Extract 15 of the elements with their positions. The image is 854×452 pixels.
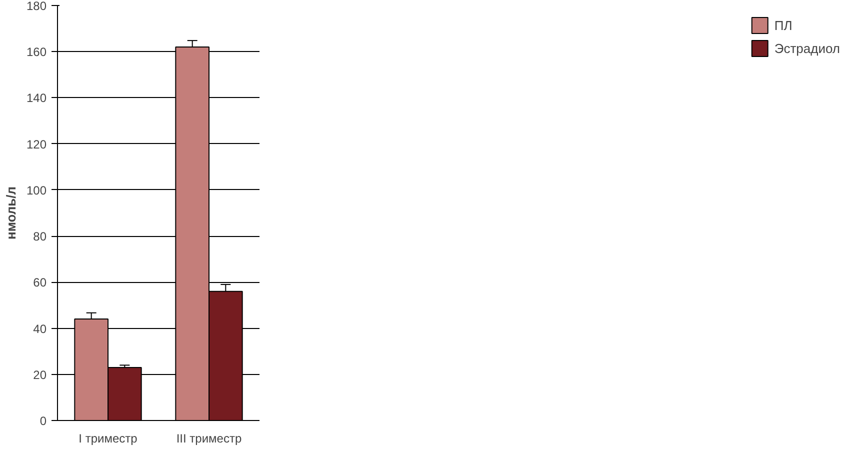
y-tick-label: 60 — [33, 276, 47, 290]
x-tick-label: III триместр — [176, 432, 242, 446]
x-tick-label: I триместр — [78, 432, 138, 446]
y-tick-label: 100 — [26, 183, 47, 198]
y-tick-label: 20 — [33, 368, 47, 382]
y-tick-label: 180 — [26, 0, 47, 13]
legend-label: ПЛ — [774, 18, 794, 32]
y-tick-label: 0 — [40, 414, 47, 428]
y-tick-label: 140 — [26, 91, 47, 106]
y-tick-label: 40 — [33, 322, 47, 336]
legend-label: Эстрадиол — [774, 40, 840, 56]
y-axis-title: нмоль/л — [3, 186, 18, 240]
y-tick-label: 80 — [33, 230, 47, 244]
y-tick-label: 120 — [26, 137, 47, 152]
y-tick-label: 160 — [26, 45, 47, 60]
